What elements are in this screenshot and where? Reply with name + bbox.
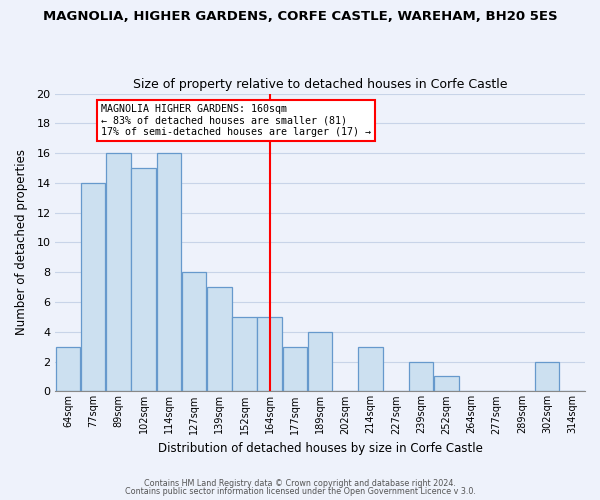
Bar (257, 317, 282, 392)
Bar (106, 153, 131, 392)
Bar (81, 183, 106, 392)
Bar (56, 346, 80, 392)
Bar (535, 362, 559, 392)
Bar (434, 376, 458, 392)
Text: Contains HM Land Registry data © Crown copyright and database right 2024.: Contains HM Land Registry data © Crown c… (144, 478, 456, 488)
Bar (283, 346, 307, 392)
Bar (182, 272, 206, 392)
Text: MAGNOLIA, HIGHER GARDENS, CORFE CASTLE, WAREHAM, BH20 5ES: MAGNOLIA, HIGHER GARDENS, CORFE CASTLE, … (43, 10, 557, 23)
Bar (207, 287, 232, 392)
Text: MAGNOLIA HIGHER GARDENS: 160sqm
← 83% of detached houses are smaller (81)
17% of: MAGNOLIA HIGHER GARDENS: 160sqm ← 83% of… (101, 104, 371, 137)
Title: Size of property relative to detached houses in Corfe Castle: Size of property relative to detached ho… (133, 78, 508, 91)
Bar (308, 332, 332, 392)
Y-axis label: Number of detached properties: Number of detached properties (15, 150, 28, 336)
Bar (131, 168, 156, 392)
X-axis label: Distribution of detached houses by size in Corfe Castle: Distribution of detached houses by size … (158, 442, 482, 455)
Text: Contains public sector information licensed under the Open Government Licence v : Contains public sector information licen… (125, 487, 475, 496)
Bar (358, 346, 383, 392)
Bar (232, 317, 257, 392)
Bar (157, 153, 181, 392)
Bar (409, 362, 433, 392)
